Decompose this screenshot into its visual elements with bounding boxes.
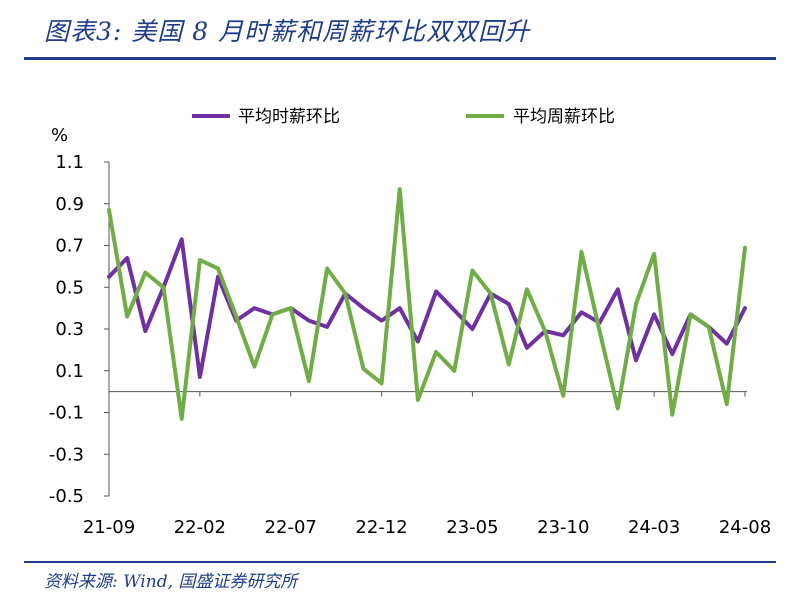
legend-label-1: 平均时薪环比 <box>238 107 340 127</box>
line-chart: 1.1 0.9 0.7 0.5 0.3 0.1 -0.1 -0.3 -0.5% 21-09 22-0… <box>49 107 771 538</box>
y-tick-label: 0.9 <box>55 194 84 215</box>
x-tick-label: 24-08 <box>719 517 771 538</box>
y-tick-label: 0.5 <box>55 277 84 298</box>
y-tick-label: -0.1 <box>49 403 84 424</box>
x-tick-label: 21-09 <box>83 517 135 538</box>
title-rule <box>24 57 776 60</box>
x-tick-label: 24-03 <box>628 517 680 538</box>
y-tick-label: 0.3 <box>55 319 84 340</box>
x-tick-label: 22-02 <box>174 517 226 538</box>
y-tick-label: -0.5 <box>49 486 84 507</box>
y-tick-label: 0.7 <box>55 236 84 257</box>
chart-title: 图表3: 美国 8 月时薪和周薪环比双双回升 <box>44 17 531 46</box>
source-rule <box>24 561 776 563</box>
series-line-2 <box>107 187 747 421</box>
y-tick-label: 0.1 <box>55 361 84 382</box>
x-tick-label: 22-12 <box>355 517 407 538</box>
y-tick-label: -0.3 <box>49 444 84 465</box>
source-note: 资料来源: Wind, 国盛证券研究所 <box>44 572 298 592</box>
y-tick-label: 1.1 <box>55 152 84 173</box>
x-tick-label: 23-05 <box>446 517 498 538</box>
x-tick-label: 23-10 <box>537 517 589 538</box>
legend-label-2: 平均周薪环比 <box>513 107 615 127</box>
series-line-1 <box>107 237 747 379</box>
x-tick-label: 22-07 <box>265 517 317 538</box>
y-unit-label: % <box>51 125 68 146</box>
